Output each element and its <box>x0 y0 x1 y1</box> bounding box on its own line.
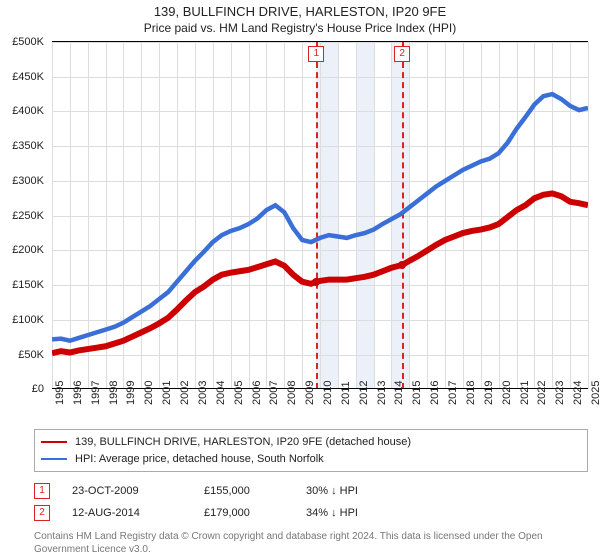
y-tick-label: £100K <box>12 314 44 326</box>
legend-item: HPI: Average price, detached house, Sout… <box>41 451 581 468</box>
sale-point-dot <box>398 261 406 269</box>
x-tick-label: 2003 <box>197 381 209 405</box>
legend-label: 139, BULLFINCH DRIVE, HARLESTON, IP20 9F… <box>75 434 411 451</box>
sale-marker: 2 <box>34 505 50 521</box>
x-tick-label: 2011 <box>340 382 352 406</box>
sale-row: 1 23-OCT-2009 £155,000 30% ↓ HPI <box>34 480 588 502</box>
y-tick-label: £350K <box>12 140 44 152</box>
y-tick-label: £250K <box>12 210 44 222</box>
sales-table: 1 23-OCT-2009 £155,000 30% ↓ HPI 2 12-AUG-201… <box>34 480 588 524</box>
x-tick-label: 1997 <box>90 381 102 405</box>
y-tick-label: £50K <box>18 349 44 361</box>
x-tick-label: 2012 <box>358 381 370 405</box>
legend-swatch <box>41 458 67 460</box>
x-axis-labels: 1995199619971998199920002001200220032004… <box>52 389 588 427</box>
marker-label-box: 1 <box>308 46 324 62</box>
x-tick-label: 2002 <box>179 381 191 405</box>
x-tick-label: 2022 <box>536 381 548 405</box>
y-axis-labels: £0£50K£100K£150K£200K£250K£300K£350K£400… <box>0 42 48 389</box>
sale-marker: 1 <box>34 483 50 499</box>
y-tick-label: £150K <box>12 279 44 291</box>
y-tick-label: £0 <box>32 383 44 395</box>
sale-row: 2 12-AUG-2014 £179,000 34% ↓ HPI <box>34 502 588 524</box>
x-tick-label: 2023 <box>554 381 566 405</box>
x-tick-label: 2025 <box>590 381 600 405</box>
x-tick-label: 2000 <box>143 381 155 405</box>
chart-plot-area: 12 £0£50K£100K£150K£200K£250K£300K£350K£… <box>52 41 588 389</box>
chart-subtitle: Price paid vs. HM Land Registry's House … <box>0 21 600 35</box>
series-property <box>52 193 588 353</box>
titles: 139, BULLFINCH DRIVE, HARLESTON, IP20 9F… <box>0 0 600 37</box>
x-tick-label: 2014 <box>393 381 405 405</box>
x-tick-label: 2018 <box>465 381 477 405</box>
y-tick-label: £300K <box>12 175 44 187</box>
y-tick-label: £200K <box>12 244 44 256</box>
legend-item: 139, BULLFINCH DRIVE, HARLESTON, IP20 9F… <box>41 434 581 451</box>
x-tick-label: 1995 <box>54 381 66 405</box>
sale-price: £179,000 <box>204 507 284 519</box>
sale-comparison: 34% ↓ HPI <box>306 507 358 519</box>
x-tick-label: 2019 <box>483 381 495 405</box>
x-tick-label: 2024 <box>572 381 584 405</box>
y-tick-label: £400K <box>12 105 44 117</box>
marker-label-box: 2 <box>394 46 410 62</box>
sale-price: £155,000 <box>204 485 284 497</box>
x-tick-label: 2016 <box>429 381 441 405</box>
x-tick-label: 2020 <box>501 381 513 405</box>
legend: 139, BULLFINCH DRIVE, HARLESTON, IP20 9F… <box>34 429 588 472</box>
x-tick-label: 2010 <box>322 381 334 405</box>
x-tick-label: 2007 <box>268 381 280 405</box>
x-tick-label: 2008 <box>286 381 298 405</box>
legend-swatch <box>41 441 67 443</box>
x-tick-label: 2004 <box>215 381 227 405</box>
sale-date: 12-AUG-2014 <box>72 507 182 519</box>
chart-lines <box>52 42 588 389</box>
x-tick-label: 2015 <box>411 381 423 405</box>
x-tick-label: 2001 <box>161 381 173 405</box>
x-tick-label: 2006 <box>251 381 263 405</box>
sale-date: 23-OCT-2009 <box>72 485 182 497</box>
y-tick-label: £450K <box>12 71 44 83</box>
sale-point-dot <box>312 278 320 286</box>
chart-title: 139, BULLFINCH DRIVE, HARLESTON, IP20 9F… <box>0 4 600 19</box>
x-tick-label: 1998 <box>108 381 120 405</box>
y-tick-label: £500K <box>12 36 44 48</box>
x-tick-label: 2005 <box>233 381 245 405</box>
sale-comparison: 30% ↓ HPI <box>306 485 358 497</box>
x-tick-label: 1999 <box>125 381 137 405</box>
footnote: Contains HM Land Registry data © Crown c… <box>34 530 588 556</box>
x-tick-label: 2021 <box>519 381 531 405</box>
grid-v-line <box>588 42 589 389</box>
x-tick-label: 2009 <box>304 381 316 405</box>
x-tick-label: 2017 <box>447 381 459 405</box>
legend-label: HPI: Average price, detached house, Sout… <box>75 451 324 468</box>
x-tick-label: 1996 <box>72 381 84 405</box>
x-tick-label: 2013 <box>376 381 388 405</box>
chart-container: 139, BULLFINCH DRIVE, HARLESTON, IP20 9F… <box>0 0 600 560</box>
